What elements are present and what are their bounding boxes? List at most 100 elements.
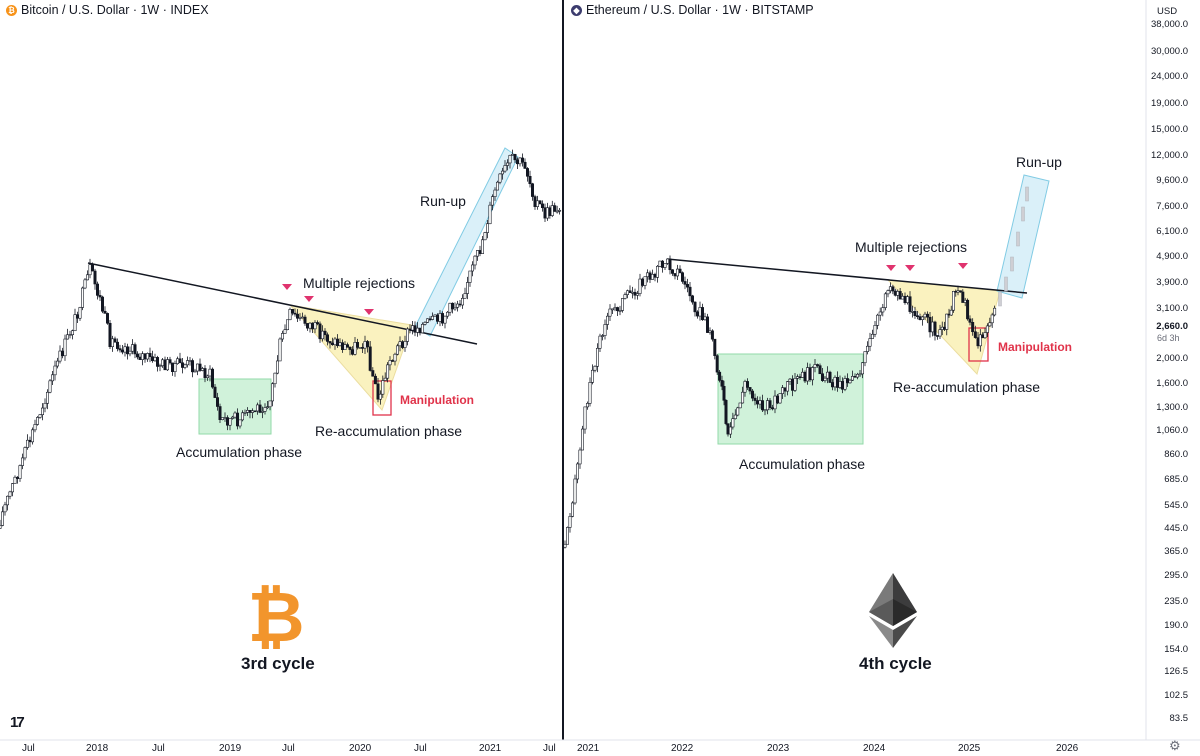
eth-candle xyxy=(745,381,749,388)
eth-candle xyxy=(738,402,742,409)
eth-candle xyxy=(668,258,672,271)
bar-countdown: 6d 3h xyxy=(1157,333,1180,343)
time-tick-label: 2024 xyxy=(863,743,886,754)
btc-candle xyxy=(305,323,309,329)
price-tick-label: 445.0 xyxy=(1164,523,1188,535)
eth-candle xyxy=(593,365,597,371)
btc-candle xyxy=(20,457,24,466)
btc-candle xyxy=(513,153,517,161)
eth-candle xyxy=(598,335,602,349)
eth-candle xyxy=(743,381,747,393)
btc-candle xyxy=(303,316,307,324)
btc-candle xyxy=(395,345,399,355)
btc-candle xyxy=(93,270,97,285)
btc-candle xyxy=(253,410,257,413)
btc-candle xyxy=(246,410,250,413)
eth-candle xyxy=(993,307,997,316)
eth-candle xyxy=(693,301,697,313)
btc-candle xyxy=(113,338,117,343)
btc-candle xyxy=(520,157,524,163)
btc-candle xyxy=(236,412,240,427)
eth-candle xyxy=(690,295,694,303)
btc-candle xyxy=(28,439,32,443)
eth-candle xyxy=(580,428,584,451)
time-tick-label: Jul xyxy=(543,743,556,754)
btc-candle xyxy=(238,419,242,427)
btc-candle xyxy=(363,341,367,349)
btc-candle xyxy=(518,157,522,165)
time-tick-label: Jul xyxy=(282,743,295,754)
eth-candle xyxy=(733,414,737,420)
settings-gear-icon[interactable]: ⚙ xyxy=(1169,738,1181,753)
eth-candle xyxy=(775,395,779,404)
btc-candle xyxy=(330,342,334,346)
eth-projected-candle xyxy=(1016,231,1020,247)
eth-candle xyxy=(700,307,704,321)
eth-candle xyxy=(753,397,757,401)
btc-candle xyxy=(73,314,77,332)
eth-candle xyxy=(956,290,960,293)
eth-candle xyxy=(768,400,772,408)
btc-candle xyxy=(420,324,424,334)
price-tick-label: 30,000.0 xyxy=(1151,45,1188,57)
eth-candle xyxy=(760,400,764,411)
btc-cycle-label: 3rd cycle xyxy=(241,654,315,673)
eth-candle xyxy=(620,298,624,311)
btc-candle xyxy=(475,250,479,257)
eth-candle xyxy=(683,281,687,285)
eth-candle xyxy=(750,390,754,399)
eth-candle xyxy=(736,407,740,416)
eth-candle xyxy=(905,296,909,304)
btc-candle xyxy=(320,330,324,340)
eth-candle xyxy=(618,310,622,312)
eth-candle xyxy=(790,378,794,391)
price-tick-label: 2,000.0 xyxy=(1156,352,1188,364)
eth-candles xyxy=(563,186,1029,549)
btc-candle xyxy=(368,346,372,371)
btc-candle xyxy=(285,319,289,330)
btc-candle xyxy=(121,349,125,353)
eth-candle xyxy=(703,316,707,321)
price-tick-label: 685.0 xyxy=(1164,474,1188,486)
btc-candle xyxy=(318,323,322,340)
eth-candle xyxy=(630,291,634,294)
btc-candle xyxy=(443,315,447,324)
btc-candle xyxy=(6,495,10,506)
eth-candle xyxy=(590,369,594,383)
eth-candle xyxy=(971,322,975,333)
eth-candle xyxy=(963,299,967,303)
btc-candle xyxy=(366,341,370,348)
btc-candle xyxy=(493,189,497,197)
eth-projected-candle xyxy=(1004,276,1008,292)
btc-candle xyxy=(123,346,127,353)
btc-candle xyxy=(226,417,230,426)
eth-candle xyxy=(808,367,812,381)
btc-candle xyxy=(68,334,72,336)
btc-candle xyxy=(203,368,207,378)
eth-candle xyxy=(615,307,619,312)
btc-candle xyxy=(415,327,419,333)
eth-chart-header[interactable]: ◆ Ethereum / U.S. Dollar · 1W · BITSTAMP xyxy=(571,3,814,17)
eth-candle xyxy=(901,295,905,300)
eth-candle xyxy=(788,378,792,382)
btc-chart-header[interactable]: ₿ Bitcoin / U.S. Dollar · 1W · INDEX xyxy=(6,3,209,17)
btc-candle xyxy=(418,327,422,334)
currency-label[interactable]: USD xyxy=(1157,6,1178,17)
btc-candle xyxy=(78,307,82,319)
eth-candle xyxy=(961,291,965,303)
eth-candle xyxy=(603,324,607,336)
btc-candle xyxy=(355,342,359,348)
btc-candle xyxy=(423,322,427,325)
eth-candle xyxy=(720,380,724,387)
eth-candle xyxy=(810,367,814,381)
price-tick-label: 102.5 xyxy=(1164,689,1188,701)
btc-candle xyxy=(508,155,512,164)
btc-candle xyxy=(413,325,417,333)
btc-candle xyxy=(485,223,489,233)
price-tick-label: 154.0 xyxy=(1164,643,1188,655)
time-tick-label: 2020 xyxy=(349,743,372,754)
btc-candle xyxy=(158,365,162,367)
eth-candle xyxy=(628,290,632,293)
btc-candle xyxy=(535,200,539,207)
price-tick-label: 365.0 xyxy=(1164,545,1188,557)
